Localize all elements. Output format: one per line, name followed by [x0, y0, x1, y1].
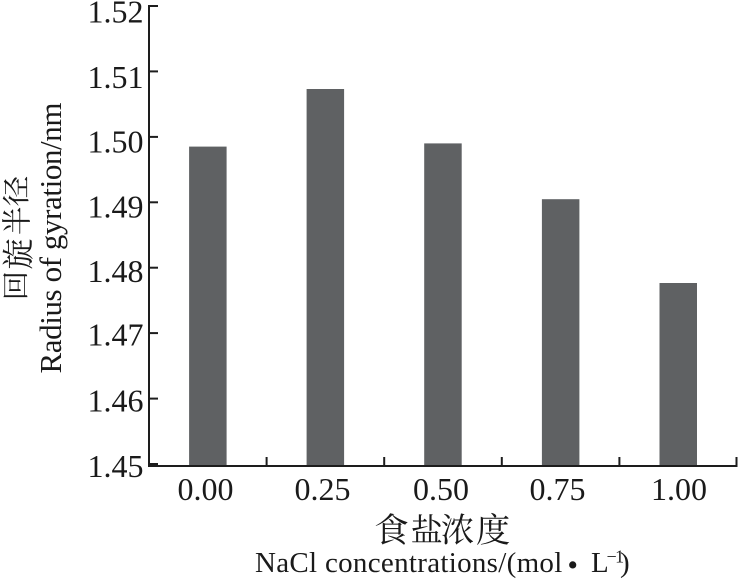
svg-text:): )	[620, 547, 630, 579]
svg-text:L: L	[591, 547, 609, 579]
svg-text:1.00: 1.00	[651, 471, 707, 507]
svg-text:1.46: 1.46	[88, 382, 144, 418]
svg-text:1.50: 1.50	[88, 123, 144, 159]
svg-text:1.51: 1.51	[88, 59, 144, 95]
svg-text:Radius of gyration/nm: Radius of gyration/nm	[33, 103, 68, 374]
svg-text:0.75: 0.75	[530, 471, 586, 507]
svg-text:−1: −1	[607, 546, 624, 566]
svg-text:1.45: 1.45	[88, 448, 144, 484]
svg-text:0.00: 0.00	[178, 471, 234, 507]
svg-text:NaCl concentrations/(mol: NaCl concentrations/(mol	[255, 547, 563, 579]
svg-text:1.47: 1.47	[88, 317, 144, 353]
svg-text:0.50: 0.50	[413, 471, 469, 507]
svg-text:0.25: 0.25	[295, 471, 351, 507]
svg-text:1.48: 1.48	[88, 253, 144, 289]
svg-text:1.49: 1.49	[88, 188, 144, 224]
svg-text:1.52: 1.52	[88, 0, 144, 30]
